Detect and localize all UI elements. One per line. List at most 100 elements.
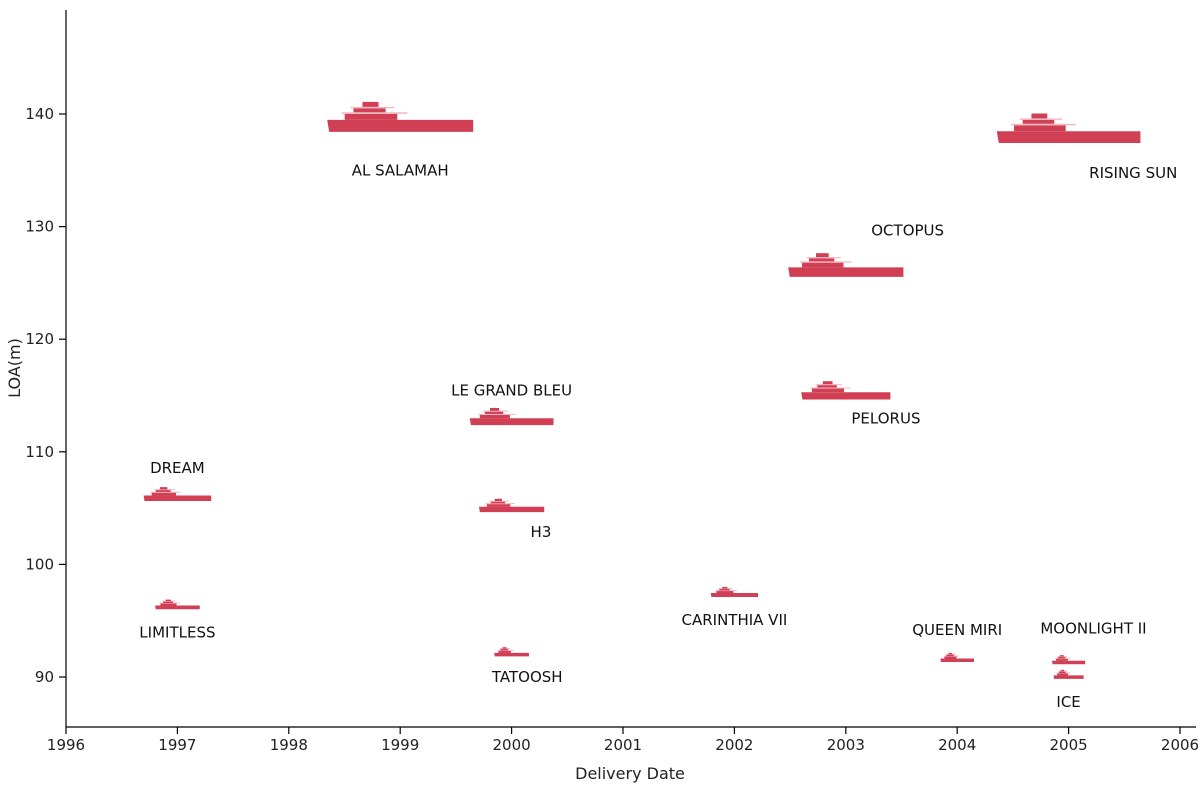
x-tick-label: 2006 [1161, 736, 1199, 754]
ship-upper-line [489, 500, 509, 502]
ship-label: TATOOSH [491, 668, 563, 686]
y-axis-title: LOA(m) [5, 338, 24, 398]
ship-marker [940, 652, 974, 663]
x-tick-label: 1997 [158, 736, 196, 754]
ship-bridge [816, 253, 829, 258]
ship-marker [469, 407, 554, 426]
ship-deck-line [341, 112, 408, 114]
ship-upper-deck [490, 501, 506, 504]
ship-bridge [494, 498, 502, 501]
ship-upper-deck [500, 649, 509, 651]
ship-marker [1053, 669, 1084, 679]
ship-upper-line [350, 106, 394, 109]
x-ticks: 1996 1997 1998 1999 2000 2001 2002 2003 2004 2005… [47, 727, 1199, 754]
ship-deck [151, 492, 177, 496]
x-tick-label: 1999 [381, 736, 419, 754]
ship-hull [478, 506, 545, 513]
ship-label: RISING SUN [1089, 164, 1177, 182]
y-ticks: 90 100 110 120 130 140 [25, 105, 66, 686]
ship-label: CARINTHIA VII [681, 611, 787, 629]
x-tick-label: 2003 [827, 736, 865, 754]
ship-deck-line [485, 503, 515, 505]
ship-deck [479, 414, 510, 419]
ship-label: LIMITLESS [139, 623, 215, 641]
ship-bridge [948, 652, 953, 655]
ship-bridge [1031, 113, 1048, 119]
ship-deck-line [810, 387, 851, 389]
x-tick-label: 2002 [715, 736, 753, 754]
x-tick-label: 1998 [270, 736, 308, 754]
ship-hull [155, 605, 200, 610]
ship-deck [1056, 658, 1068, 661]
ship-deck [344, 113, 398, 120]
x-tick-label: 2004 [938, 736, 976, 754]
ship-marker [996, 113, 1141, 144]
ship-marker [327, 101, 474, 132]
x-tick-label: 2005 [1050, 736, 1088, 754]
ship-upper-deck [163, 601, 173, 604]
ship-label: MOONLIGHT II [1040, 620, 1146, 638]
ship-hull [788, 267, 904, 277]
ship-deck [160, 603, 177, 606]
ship-markers [143, 101, 1141, 679]
ship-upper-deck [1058, 656, 1066, 659]
ship-hull [1052, 660, 1086, 665]
ship-upper-line [483, 410, 508, 412]
ship-label: ICE [1056, 693, 1080, 711]
ship-label: LE GRAND BLEU [451, 382, 572, 400]
ship-upper-deck [484, 411, 504, 414]
ship-label: DREAM [150, 459, 205, 477]
ship-marker [155, 599, 200, 610]
ship-deck-line [478, 413, 516, 415]
ship-bridge [1060, 669, 1065, 672]
ship-marker [801, 381, 891, 400]
ship-upper-deck [719, 589, 730, 591]
ship-deck-line [1011, 123, 1076, 126]
ship-upper-line [154, 489, 175, 491]
ship-deck [802, 262, 844, 268]
ship-hull [996, 131, 1141, 144]
ship-hull [327, 119, 474, 132]
ship-upper-line [815, 384, 842, 386]
ship-marker [494, 647, 529, 657]
ship-deck [944, 656, 957, 659]
ship-upper-line [1019, 118, 1063, 120]
x-tick-label: 2001 [604, 736, 642, 754]
ship-hull [143, 495, 212, 502]
ship-bridge [159, 487, 168, 490]
ship-marker [1052, 655, 1086, 665]
ship-bridge [502, 647, 507, 649]
ship-marker [710, 586, 759, 597]
ship-upper-deck [1022, 119, 1055, 124]
ship-deck [716, 591, 734, 594]
ship-upper-deck [155, 490, 171, 492]
ship-deck [1014, 125, 1066, 132]
y-tick-label: 110 [25, 443, 54, 461]
ship-deck-line [799, 261, 852, 263]
ship-labels: AL SALAMAH RISING SUN OCTOPUS LE GRAND BLEU… [139, 161, 1177, 711]
ship-upper-line [806, 257, 841, 259]
y-tick-label: 140 [25, 105, 54, 123]
ship-deck [498, 650, 511, 653]
ship-deck [811, 388, 845, 393]
ship-marker [478, 498, 545, 513]
ship-deck [486, 504, 511, 507]
ship-marker [143, 487, 212, 502]
ship-upper-deck [817, 385, 837, 388]
y-tick-label: 100 [25, 555, 54, 573]
ship-hull [710, 593, 759, 597]
ship-upper-deck [808, 258, 835, 262]
x-tick-label: 1996 [47, 736, 85, 754]
ship-label: QUEEN MIRI [912, 621, 1002, 639]
ship-deck-line [715, 590, 737, 592]
ship-bridge [1060, 655, 1064, 657]
ship-bridge [165, 599, 171, 602]
ship-label: AL SALAMAH [352, 161, 449, 179]
ship-bridge [722, 586, 728, 589]
ship-upper-deck [946, 654, 954, 657]
x-tick-label: 2000 [493, 736, 531, 754]
ship-upper-deck [1059, 671, 1066, 674]
y-tick-label: 120 [25, 330, 54, 348]
ship-bridge [489, 407, 500, 411]
